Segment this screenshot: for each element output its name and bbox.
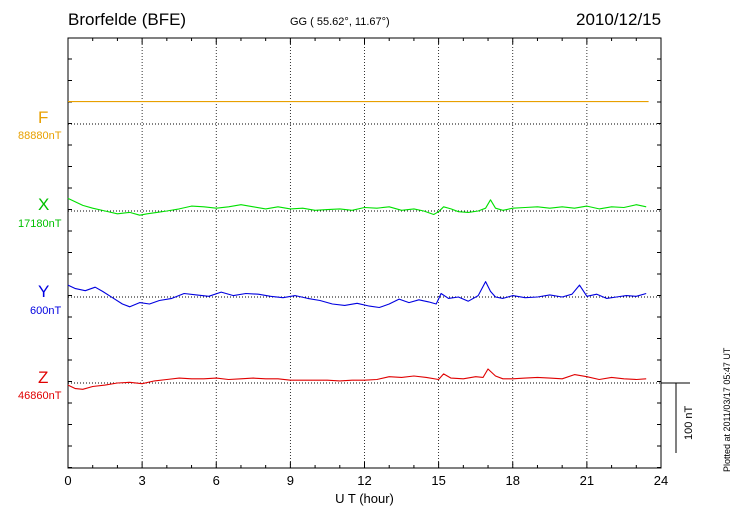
x-axis-label: U T (hour) <box>335 491 394 506</box>
channel-y-label: Y <box>38 282 50 301</box>
channel-z-baseline: 46860nT <box>18 390 62 402</box>
x-tick-label: 24 <box>654 473 668 488</box>
channel-x-baseline: 17180nT <box>18 218 62 230</box>
channel-y-baseline: 600nT <box>30 305 62 317</box>
x-tick-label: 18 <box>506 473 520 488</box>
x-tick-label: 12 <box>357 473 371 488</box>
x-tick-label: 3 <box>139 473 146 488</box>
channel-x-label: X <box>38 195 50 214</box>
x-tick-label: 6 <box>213 473 220 488</box>
station-coordinates: GG ( 55.62°, 11.67°) <box>290 16 390 28</box>
x-tick-label: 9 <box>287 473 294 488</box>
channel-f-label: F <box>38 108 49 127</box>
x-tick-label: 15 <box>431 473 445 488</box>
channel-z-label: Z <box>38 368 49 387</box>
series-line-x <box>67 197 647 216</box>
plotted-timestamp: Plotted at 2011/03/17 05:47 UT <box>722 347 730 472</box>
series-line-y <box>67 281 647 309</box>
plot-date: 2010/12/15 <box>576 10 662 29</box>
scale-bar-label: 100 nT <box>683 405 695 440</box>
series-line-z <box>67 368 647 390</box>
x-tick-label: 21 <box>580 473 594 488</box>
station-title: Brorfelde (BFE) <box>68 10 187 29</box>
plot-frame <box>67 37 662 469</box>
x-tick-label: 0 <box>64 473 71 488</box>
channel-f-baseline: 88880nT <box>18 130 62 142</box>
